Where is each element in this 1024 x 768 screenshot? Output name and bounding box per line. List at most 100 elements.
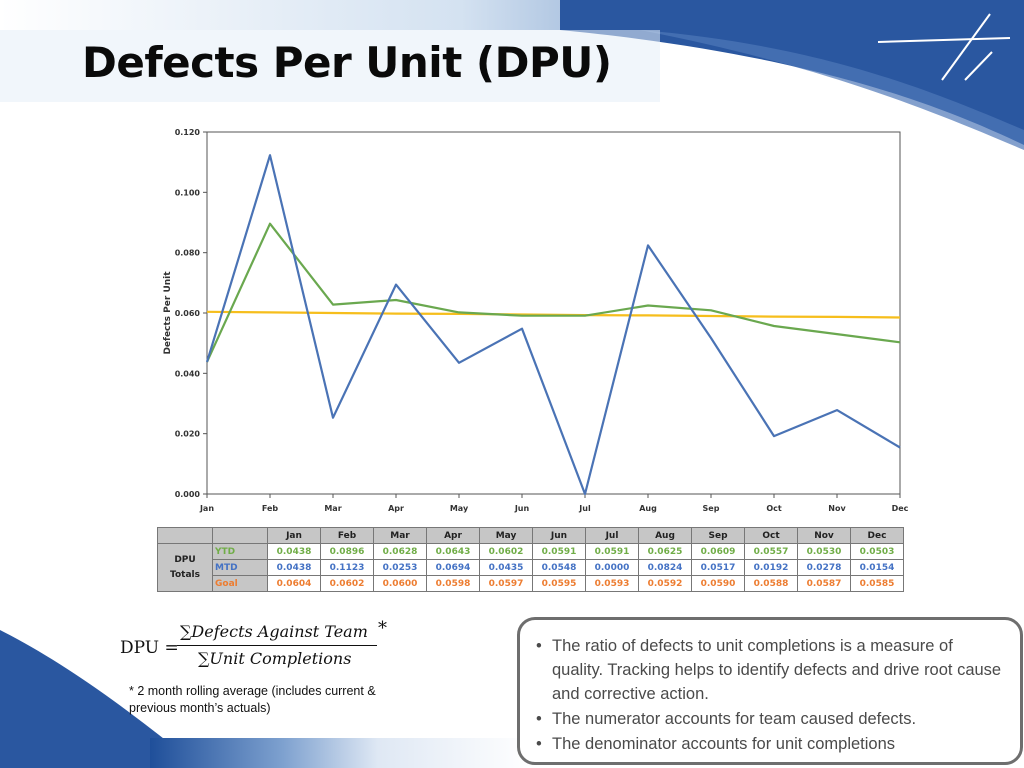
table-cell: 0.0604 (267, 575, 321, 592)
page-title: Defects Per Unit (DPU) (82, 38, 612, 87)
note-bullet: • The denominator accounts for unit compl… (536, 732, 1008, 756)
table-cell: 0.0694 (426, 559, 480, 576)
x-tick-label: Jun (514, 504, 530, 513)
month-header: Sep (691, 527, 745, 544)
x-tick-label: Sep (703, 504, 720, 513)
row-group-header-line: DPU (174, 554, 196, 565)
formula-lhs: DPU = (120, 638, 179, 658)
y-tick-label: 0.020 (175, 430, 201, 439)
note-text: The ratio of defects to unit completions… (552, 637, 1002, 703)
table-cell: 0.0896 (320, 543, 374, 560)
month-header: Jul (585, 527, 639, 544)
x-tick-label: Jan (199, 504, 214, 513)
x-tick-label: May (450, 504, 469, 513)
month-header: Apr (426, 527, 480, 544)
table-cell: 0.0154 (850, 559, 904, 576)
logo-mark (877, 13, 1011, 81)
table-cell: 0.0000 (585, 559, 639, 576)
table-cell: 0.0625 (638, 543, 692, 560)
table-cell: 0.0503 (850, 543, 904, 560)
table-cell: 0.0593 (585, 575, 639, 592)
x-tick-label: Dec (892, 504, 909, 513)
x-tick-label: Aug (639, 504, 657, 513)
series-line-1 (205, 222, 901, 363)
series-line-0 (205, 154, 901, 496)
x-tick-label: Jul (578, 504, 591, 513)
y-axis-label: Defects Per Unit (163, 271, 173, 355)
y-tick-label: 0.040 (175, 369, 201, 378)
x-tick-label: Oct (766, 504, 782, 513)
table-cell: 0.0591 (532, 543, 586, 560)
series-label: MTD (212, 559, 268, 576)
table-cell: 0.0192 (744, 559, 798, 576)
month-header: Aug (638, 527, 692, 544)
notes-list: • The ratio of defects to unit completion… (536, 634, 1008, 756)
formula-numerator: ∑Defects Against Team (180, 622, 368, 641)
table-cell: 0.0597 (479, 575, 533, 592)
y-tick-label: 0.000 (175, 490, 201, 499)
month-header: Mar (373, 527, 427, 544)
row-group-header: DPU Totals (157, 543, 213, 592)
month-header: May (479, 527, 533, 544)
table-cell: 0.0438 (267, 559, 321, 576)
table-cell: 0.0517 (691, 559, 745, 576)
month-header: Oct (744, 527, 798, 544)
formula-denominator: ∑Unit Completions (198, 649, 352, 668)
table-cell: 0.0824 (638, 559, 692, 576)
x-tick-label: Mar (324, 504, 341, 513)
table-cell: 0.0253 (373, 559, 427, 576)
note-bullet: • The ratio of defects to unit completion… (536, 634, 1008, 706)
table-cell: 0.0278 (797, 559, 851, 576)
table-cell: 0.1123 (320, 559, 374, 576)
notes-box: • The ratio of defects to unit completion… (517, 617, 1023, 765)
table-cell: 0.0592 (638, 575, 692, 592)
y-tick-label: 0.120 (175, 128, 201, 137)
table-cell: 0.0557 (744, 543, 798, 560)
table-row: MTD 0.0438 0.1123 0.0253 0.0694 0.0435 0.0548 0… (158, 559, 904, 576)
month-header: Feb (320, 527, 374, 544)
month-header: Jan (267, 527, 321, 544)
table-cell: 0.0590 (691, 575, 745, 592)
table-cell: 0.0585 (850, 575, 904, 592)
table-cell: 0.0438 (267, 543, 321, 560)
table-cell: 0.0530 (797, 543, 851, 560)
table-cell: 0.0598 (426, 575, 480, 592)
table-cell: 0.0588 (744, 575, 798, 592)
month-header: Nov (797, 527, 851, 544)
series-label: YTD (212, 543, 268, 560)
table-cell: 0.0643 (426, 543, 480, 560)
month-header: Jun (532, 527, 586, 544)
note-bullet: • The numerator accounts for team caused … (536, 707, 1008, 731)
series-label: Goal (212, 575, 268, 592)
y-axis-ticks: 0.000 0.020 0.040 0.060 0.080 0.100 0.120 (175, 128, 207, 499)
formula-fraction-bar (177, 645, 377, 646)
table-corner (157, 527, 213, 544)
table-cell: 0.0587 (797, 575, 851, 592)
x-tick-label: Apr (388, 504, 404, 513)
bullet-dot-icon: • (536, 735, 542, 753)
table-corner (212, 527, 268, 544)
note-text: The numerator accounts for team caused d… (552, 710, 917, 728)
table-cell: 0.0595 (532, 575, 586, 592)
table-cell: 0.0609 (691, 543, 745, 560)
y-tick-label: 0.080 (175, 249, 201, 258)
table-row: Goal 0.0604 0.0602 0.0600 0.0598 0.0597 0.0595… (158, 575, 904, 592)
table-row: DPU Totals YTD 0.0438 0.0896 0.0628 0.0643 0.06… (157, 543, 904, 592)
x-tick-label: Nov (828, 504, 846, 513)
y-tick-label: 0.100 (175, 188, 201, 197)
table-cell: 0.0435 (479, 559, 533, 576)
table-cell: 0.0591 (585, 543, 639, 560)
series-layer (205, 154, 901, 496)
note-text: The denominator accounts for unit comple… (552, 735, 896, 753)
formula-asterisk: * (378, 618, 387, 639)
footnote: * 2 month rolling average (includes curr… (129, 684, 376, 715)
table-cell: 0.0548 (532, 559, 586, 576)
y-tick-label: 0.060 (175, 309, 201, 318)
dpu-line-chart: 0.000 0.020 0.040 0.060 0.080 0.100 0.120 Jan F… (163, 128, 909, 513)
x-tick-label: Feb (262, 504, 279, 513)
row-group-header-line: Totals (170, 569, 200, 580)
bullet-dot-icon: • (536, 710, 542, 728)
x-axis-ticks: Jan Feb Mar Apr May Jun Jul Aug Sep Oct Nov Dec (199, 494, 909, 513)
table-cell: 0.0600 (373, 575, 427, 592)
